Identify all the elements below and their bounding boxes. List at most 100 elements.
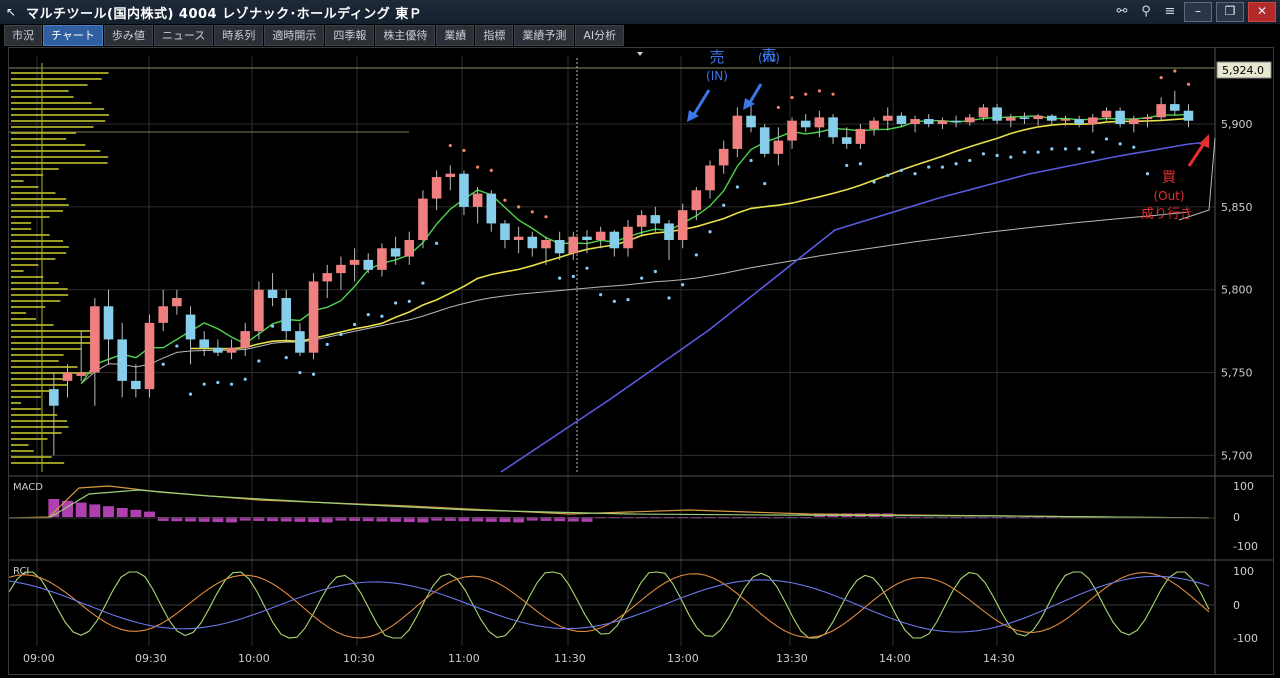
tab-2[interactable]: 歩み値	[103, 25, 153, 46]
tab-9[interactable]: 指標	[475, 25, 514, 46]
time-tick-label: 11:00	[448, 652, 480, 665]
chart-area[interactable]: 5,900 5,850 5,800 5,750 5,700 5,924.0 100 0 -100…	[8, 46, 1274, 675]
sar-dot	[503, 198, 507, 202]
last-price-box	[1216, 61, 1272, 79]
candle-body	[910, 119, 920, 124]
volume-profile-bar	[11, 210, 63, 212]
macd-histogram-bar	[526, 517, 538, 521]
ma-long-line	[500, 141, 1210, 473]
tab-3[interactable]: ニュース	[153, 25, 214, 46]
candle-body	[1047, 115, 1057, 121]
volume-profile-bar	[11, 126, 94, 128]
macd-histogram-bar	[103, 506, 114, 517]
tab-10[interactable]: 業績予測	[514, 25, 575, 46]
tab-0[interactable]: 市況	[4, 25, 42, 46]
ma-mid-line	[190, 117, 1189, 350]
macd-histogram-bar	[89, 504, 101, 517]
sar-dot	[489, 168, 493, 172]
macd-histogram-bar	[48, 499, 60, 517]
macd-histogram-bar	[458, 517, 470, 522]
scroll-marker-icon	[637, 52, 643, 56]
volume-profile-bar	[11, 450, 34, 452]
menu-icon[interactable]: ≡	[1164, 4, 1176, 19]
candle-body	[677, 210, 688, 240]
volume-profile-bar	[11, 168, 59, 170]
candle-body	[882, 115, 893, 121]
rci-panel	[8, 571, 1215, 639]
tab-8[interactable]: 業績	[436, 25, 475, 46]
macd-histogram-bar	[321, 517, 333, 523]
parabolic-sar	[161, 69, 1191, 396]
volume-profile-bar	[11, 186, 39, 188]
candle-body	[199, 339, 209, 348]
macd-histogram-bar	[362, 517, 374, 522]
volume-profile-bar	[11, 102, 92, 104]
candle-body	[213, 347, 223, 353]
sar-dot	[1063, 147, 1068, 151]
time-tick-label: 10:00	[238, 652, 270, 665]
sar-dot	[790, 95, 794, 100]
candle-body	[636, 215, 647, 227]
candle-body	[62, 372, 73, 381]
candle-body	[445, 173, 456, 178]
search-icon[interactable]: ⚲	[1141, 4, 1151, 19]
volume-profile-bar	[11, 330, 96, 332]
sell-annotation-2-sub: (IN)	[758, 51, 780, 65]
sar-dot	[325, 342, 329, 346]
volume-profile-bar	[11, 324, 54, 326]
tab-11[interactable]: AI分析	[575, 25, 625, 46]
candle-body	[595, 231, 606, 240]
sar-dot	[968, 158, 972, 163]
volume-profile-bar	[11, 234, 50, 236]
candle-body	[281, 298, 292, 332]
volume-profile	[11, 63, 109, 472]
macd-tick-label: 100	[1233, 480, 1254, 493]
tab-4[interactable]: 時系列	[214, 25, 264, 46]
macd-histogram-bar	[431, 517, 443, 521]
sar-dot	[735, 185, 739, 189]
sell-arrow-2	[747, 83, 763, 105]
window-title: マルチツール(国内株式) 4004 レゾナック･ホールディング 東Ｐ	[26, 6, 423, 22]
candle-body	[787, 120, 797, 141]
volume-profile-bar	[11, 336, 99, 338]
candle-body	[363, 259, 374, 270]
volume-profile-bar	[11, 216, 50, 218]
tab-1[interactable]: チャート	[43, 25, 103, 46]
sar-dot	[1022, 150, 1027, 154]
tab-7[interactable]: 株主優待	[375, 25, 436, 46]
sar-dot	[421, 281, 425, 285]
candle-body	[131, 380, 141, 390]
candle-body	[431, 177, 442, 199]
candle-body	[964, 117, 975, 123]
rci-tick-label: 100	[1233, 565, 1254, 578]
sar-dot	[1186, 82, 1191, 86]
candle-body	[172, 298, 182, 307]
minimize-button[interactable]: –	[1184, 2, 1212, 22]
macd-histogram-bar	[349, 517, 361, 521]
candle-body	[609, 231, 620, 249]
candle-body	[1088, 117, 1098, 124]
tab-5[interactable]: 適時開示	[264, 25, 325, 46]
macd-histogram-bar	[294, 517, 306, 522]
candle-body	[103, 306, 114, 340]
close-button[interactable]: ✕	[1248, 2, 1276, 22]
sar-dot	[831, 92, 835, 96]
macd-histogram-bar	[417, 517, 429, 523]
candle-body	[117, 339, 127, 381]
vwap-tail	[1178, 137, 1216, 221]
candle-body	[800, 120, 811, 128]
macd-histogram-bar	[567, 517, 579, 522]
app-icon: ↖	[6, 5, 17, 19]
volume-profile-bar	[11, 420, 67, 422]
time-tick-label: 09:00	[23, 652, 55, 665]
volume-profile-bar	[11, 372, 92, 374]
link-icon[interactable]: ⚯	[1116, 4, 1128, 19]
restore-button[interactable]: ❐	[1216, 2, 1244, 22]
candle-body	[855, 128, 866, 144]
macd-histogram-bar	[403, 517, 415, 523]
sar-dot	[872, 180, 876, 184]
indicator-lines	[80, 113, 1216, 473]
price-chart-svg[interactable]: 5,900 5,850 5,800 5,750 5,700 5,924.0 100 0 -100…	[8, 46, 1273, 674]
tab-6[interactable]: 四季報	[325, 25, 375, 46]
macd-histogram-bar	[335, 517, 347, 521]
